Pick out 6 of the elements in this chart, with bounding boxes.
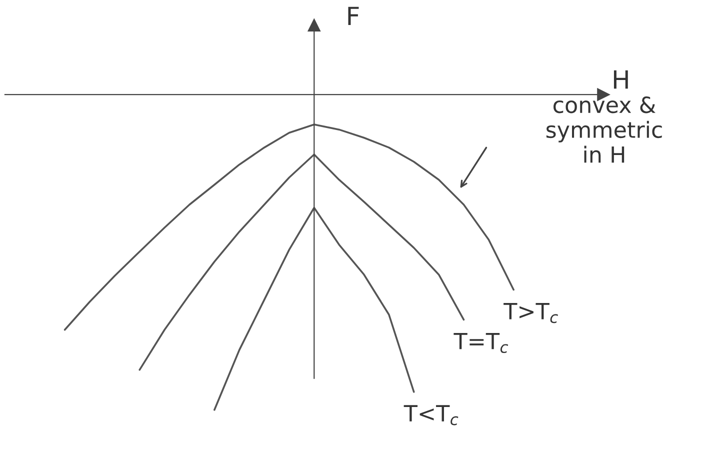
annotation: convex & symmetric in H bbox=[546, 96, 662, 163]
y-axis-title: F bbox=[348, 6, 359, 26]
x-axis-title: H bbox=[614, 70, 628, 89]
series-label: T=T$_{c}$ bbox=[454, 332, 508, 354]
series-label: T>T$_{c}$ bbox=[504, 303, 558, 324]
series-label: T<T$_{c}$ bbox=[404, 405, 458, 426]
